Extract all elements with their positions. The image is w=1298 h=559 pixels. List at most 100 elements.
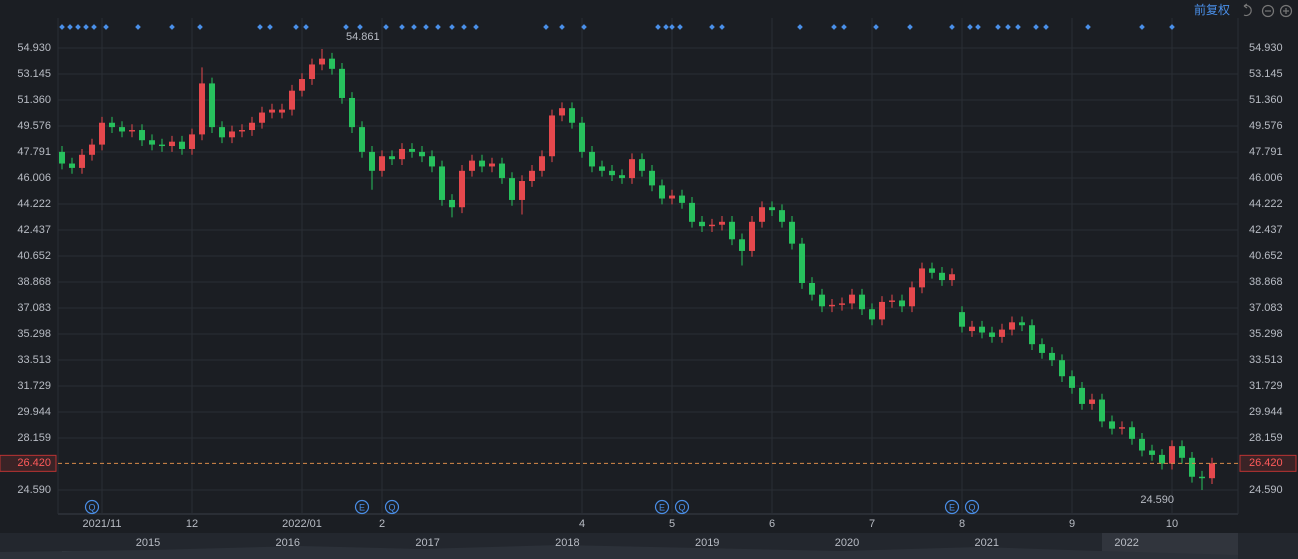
candle-body: [839, 303, 845, 305]
min-label: 24.590: [1140, 494, 1174, 506]
event-marker-label: E: [659, 502, 665, 512]
navigator-year: 2022: [1114, 537, 1138, 549]
event-marker-label: E: [949, 502, 955, 512]
candle-body: [669, 195, 675, 199]
candle-body: [829, 304, 835, 307]
event-dot: [1033, 24, 1039, 30]
event-dot: [831, 24, 837, 30]
x-tick-label: 10: [1166, 518, 1178, 530]
y-tick-label: 35.298: [17, 328, 51, 340]
candle-body: [779, 210, 785, 222]
max-label: 54.861: [346, 31, 380, 43]
candle-body: [1059, 360, 1065, 377]
y-tick-label: 28.159: [17, 432, 51, 444]
navigator-year: 2018: [555, 537, 579, 549]
candle-body: [179, 141, 185, 149]
candle-body: [1159, 454, 1165, 464]
event-dot: [543, 24, 549, 30]
adjust-button[interactable]: 前复权: [1194, 2, 1230, 17]
last-price-label: 26.420: [17, 457, 51, 469]
candle-body: [309, 64, 315, 80]
event-dot: [709, 24, 715, 30]
candle-body: [659, 185, 665, 199]
candle-body: [1079, 387, 1085, 404]
y-tick-label-right: 49.576: [1249, 120, 1283, 132]
candle-body: [899, 300, 905, 307]
y-tick-label: 46.006: [17, 172, 51, 184]
event-dot: [91, 24, 97, 30]
candle-body: [79, 154, 85, 168]
zoom-out-icon[interactable]: [1261, 4, 1275, 18]
candle-body: [949, 274, 955, 281]
candle-body: [1029, 325, 1035, 345]
candle-body: [229, 131, 235, 138]
y-tick-label: 47.791: [17, 146, 51, 158]
event-dot: [949, 24, 955, 30]
candle-body: [259, 112, 265, 123]
event-dot: [357, 24, 363, 30]
event-dot: [873, 24, 879, 30]
event-dot: [1139, 24, 1145, 30]
candle-body: [1009, 322, 1015, 330]
navigator-year: 2016: [276, 537, 300, 549]
last-price-label-right: 26.420: [1249, 457, 1283, 469]
candle-body: [1039, 344, 1045, 353]
candle-body: [269, 109, 275, 113]
y-tick-label: 38.868: [17, 276, 51, 288]
y-tick-label-right: 29.944: [1249, 406, 1283, 418]
candle-body: [639, 159, 645, 171]
x-tick-label: 2021/11: [83, 518, 122, 530]
x-tick-label: 7: [869, 518, 875, 530]
event-dot: [663, 24, 669, 30]
navigator-year: 2015: [136, 537, 160, 549]
y-tick-label: 54.930: [17, 42, 51, 54]
event-marker-label: Q: [678, 502, 685, 512]
event-dot: [293, 24, 299, 30]
event-dot: [559, 24, 565, 30]
event-dot: [67, 24, 73, 30]
event-dot: [797, 24, 803, 30]
candle-body: [729, 221, 735, 240]
event-dot: [1043, 24, 1049, 30]
event-dot: [967, 24, 973, 30]
candle-body: [889, 300, 895, 302]
zoom-in-icon[interactable]: [1279, 4, 1293, 18]
event-dot: [1015, 24, 1021, 30]
navigator-year: 2017: [415, 537, 439, 549]
navigator-year: 2020: [835, 537, 859, 549]
y-tick-label: 42.437: [17, 224, 51, 236]
event-dot: [669, 24, 675, 30]
event-dot: [103, 24, 109, 30]
y-tick-label-right: 47.791: [1249, 146, 1283, 158]
candle-body: [849, 294, 855, 304]
y-tick-label: 24.590: [17, 484, 51, 496]
event-marker-label: Q: [968, 502, 975, 512]
candle-body: [739, 239, 745, 251]
y-tick-label-right: 38.868: [1249, 276, 1283, 288]
candle-body: [719, 221, 725, 225]
candle-body: [219, 127, 225, 138]
event-dot: [719, 24, 725, 30]
event-marker-label: Q: [88, 502, 95, 512]
zoom-in-icon-plus: [1283, 8, 1289, 14]
candle-body: [1089, 399, 1095, 404]
y-tick-label: 51.360: [17, 94, 51, 106]
last-price-box: [0, 454, 57, 472]
candle-body: [69, 163, 75, 168]
candle-body: [539, 156, 545, 171]
event-dot: [1005, 24, 1011, 30]
candle-body: [519, 181, 525, 200]
y-tick-label-right: 37.083: [1249, 302, 1283, 314]
candle-body: [189, 134, 195, 149]
candle-body: [1189, 457, 1195, 477]
candle-body: [769, 207, 775, 211]
reset-icon[interactable]: [1243, 3, 1252, 17]
y-tick-label-right: 33.513: [1249, 354, 1283, 366]
candle-body: [1149, 450, 1155, 455]
event-dot: [975, 24, 981, 30]
candle-body: [159, 144, 165, 147]
candle-body: [1119, 427, 1125, 429]
event-marker: [384, 499, 400, 515]
y-tick-label-right: 51.360: [1249, 94, 1283, 106]
